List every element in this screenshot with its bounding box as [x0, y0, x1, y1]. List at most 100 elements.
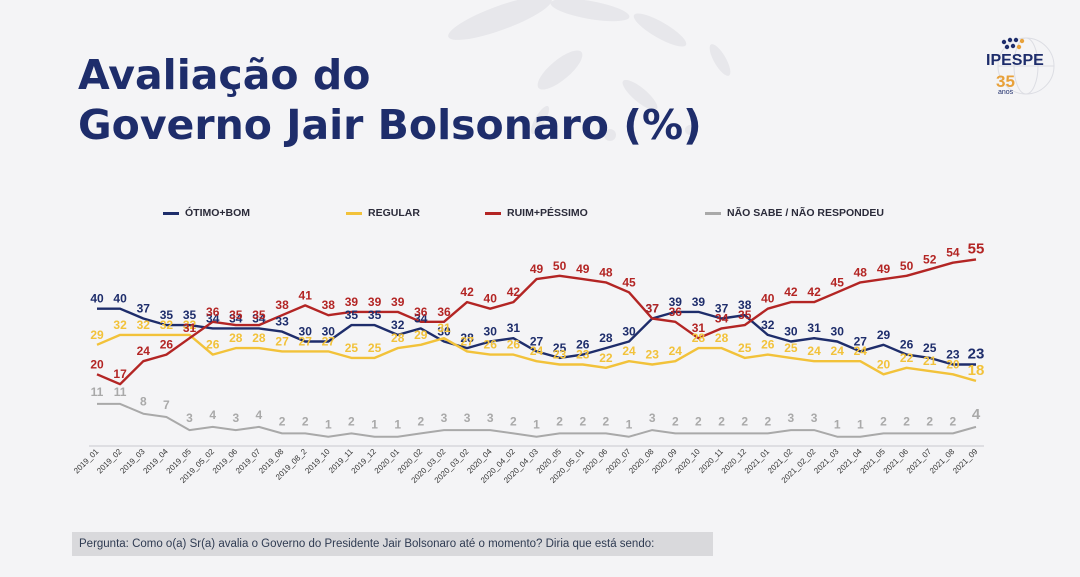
data-label-regular: 21 [923, 354, 937, 368]
data-label-ruim-pessimo: 40 [761, 292, 775, 306]
data-label-otimo-bom: 30 [784, 325, 798, 339]
data-label-regular: 23 [553, 348, 567, 362]
data-label-regular: 28 [252, 331, 266, 345]
data-label-otimo-bom: 31 [507, 321, 521, 335]
legend-swatch [485, 211, 501, 215]
data-label-nao-sabe: 4 [209, 408, 216, 422]
data-label-otimo-bom: 34 [252, 311, 266, 325]
data-label-regular: 26 [507, 338, 521, 352]
data-label-regular: 26 [206, 338, 220, 352]
series-line-regular [96, 333, 977, 383]
data-label-nao-sabe: 1 [857, 418, 864, 432]
data-label-regular: 32 [137, 318, 151, 332]
data-label-ruim-pessimo: 50 [900, 259, 914, 273]
data-label-ruim-pessimo: 35 [738, 308, 752, 322]
data-label-regular: 32 [160, 318, 174, 332]
data-label-regular: 24 [669, 344, 683, 358]
x-tick-label: 2021_09 [951, 447, 980, 476]
data-label-ruim-pessimo: 48 [854, 265, 868, 279]
data-label-nao-sabe: 4 [256, 408, 263, 422]
data-label-otimo-bom: 26 [576, 338, 590, 352]
data-label-ruim-pessimo: 17 [113, 367, 127, 381]
data-label-regular: 29 [414, 328, 428, 342]
data-label-nao-sabe: 11 [114, 385, 127, 399]
legend-label: REGULAR [368, 207, 420, 219]
data-label-otimo-bom: 28 [599, 331, 613, 345]
data-label-ruim-pessimo: 49 [877, 262, 891, 276]
data-label-ruim-pessimo: 36 [414, 305, 428, 319]
data-label-regular: 31 [437, 321, 451, 335]
data-label-nao-sabe: 8 [140, 395, 147, 409]
data-label-ruim-pessimo: 52 [923, 252, 937, 266]
data-label-nao-sabe: 2 [926, 414, 933, 428]
data-label-nao-sabe: 2 [302, 414, 309, 428]
data-label-ruim-pessimo: 36 [437, 305, 451, 319]
data-label-ruim-pessimo: 39 [391, 295, 405, 309]
data-label-ruim-pessimo: 54 [946, 246, 960, 260]
data-label-ruim-pessimo: 26 [160, 338, 174, 352]
data-label-otimo-bom: 35 [160, 308, 174, 322]
data-label-regular: 22 [900, 351, 914, 365]
data-label-regular: 23 [576, 348, 590, 362]
data-label-nao-sabe: 1 [834, 418, 841, 432]
data-label-regular: 28 [229, 331, 243, 345]
data-label-otimo-bom: 34 [414, 311, 428, 325]
data-label-nao-sabe: 3 [441, 411, 448, 425]
data-label-regular: 24 [854, 344, 868, 358]
data-label-otimo-bom: 30 [484, 325, 498, 339]
data-label-ruim-pessimo: 39 [345, 295, 359, 309]
data-label-regular: 20 [877, 357, 891, 371]
data-label-nao-sabe: 3 [649, 411, 656, 425]
data-label-otimo-bom: 33 [275, 315, 289, 329]
data-label-nao-sabe: 7 [163, 398, 170, 412]
data-label-regular: 27 [299, 334, 313, 348]
legend-item-nao-sabe: NÃO SABE / NÃO RESPONDEU [705, 207, 884, 219]
data-label-ruim-pessimo: 42 [784, 285, 798, 299]
data-label-otimo-bom: 40 [90, 292, 104, 306]
data-label-regular: 24 [622, 344, 636, 358]
legend-swatch [705, 211, 721, 215]
legend-item-otimo-bom: ÓTIMO+BOM [163, 207, 250, 219]
data-label-ruim-pessimo: 36 [669, 305, 683, 319]
data-label-ruim-pessimo: 31 [692, 321, 706, 335]
x-tick-label: 2020_10 [673, 447, 702, 476]
data-label-regular: 26 [484, 338, 498, 352]
data-label-nao-sabe: 1 [394, 418, 401, 432]
data-label-regular: 32 [183, 318, 197, 332]
data-label-ruim-pessimo: 38 [322, 298, 336, 312]
data-label-nao-sabe: 3 [788, 411, 795, 425]
data-label-otimo-bom: 27 [854, 334, 868, 348]
series-line-ruim-pessimo [96, 258, 977, 386]
data-label-nao-sabe: 1 [626, 418, 633, 432]
data-label-otimo-bom: 31 [807, 321, 821, 335]
data-label-nao-sabe: 3 [232, 411, 239, 425]
data-label-otimo-bom: 23 [946, 348, 960, 362]
data-label-regular: 28 [391, 331, 405, 345]
data-label-ruim-pessimo: 41 [299, 288, 313, 302]
data-label-otimo-bom: 32 [761, 318, 775, 332]
data-label-nao-sabe: 2 [417, 414, 424, 428]
legend-swatch [346, 211, 362, 215]
data-label-regular: 25 [345, 341, 359, 355]
data-label-nao-sabe: 2 [718, 414, 725, 428]
legend-label: RUIM+PÉSSIMO [507, 207, 588, 219]
data-label-regular: 32 [113, 318, 127, 332]
logo-suffix: anos [998, 89, 1014, 96]
data-label-otimo-bom: 38 [738, 298, 752, 312]
data-label-nao-sabe: 4 [972, 406, 981, 423]
data-label-ruim-pessimo: 35 [229, 308, 243, 322]
data-label-regular: 24 [807, 344, 821, 358]
data-label-otimo-bom: 40 [113, 292, 127, 306]
data-label-regular: 26 [761, 338, 775, 352]
data-label-ruim-pessimo: 34 [715, 311, 729, 325]
data-label-nao-sabe: 2 [764, 414, 771, 428]
data-label-otimo-bom: 37 [715, 302, 729, 316]
title-line-2: Governo Jair Bolsonaro (%) [78, 101, 702, 149]
data-label-ruim-pessimo: 55 [968, 240, 985, 257]
data-label-otimo-bom: 39 [669, 295, 683, 309]
data-label-otimo-bom: 28 [460, 331, 474, 345]
chart-legend: ÓTIMO+BOM REGULAR RUIM+PÉSSIMO NÃO SABE … [0, 207, 1080, 223]
legend-label: NÃO SABE / NÃO RESPONDEU [727, 207, 884, 219]
data-label-nao-sabe: 3 [464, 411, 471, 425]
